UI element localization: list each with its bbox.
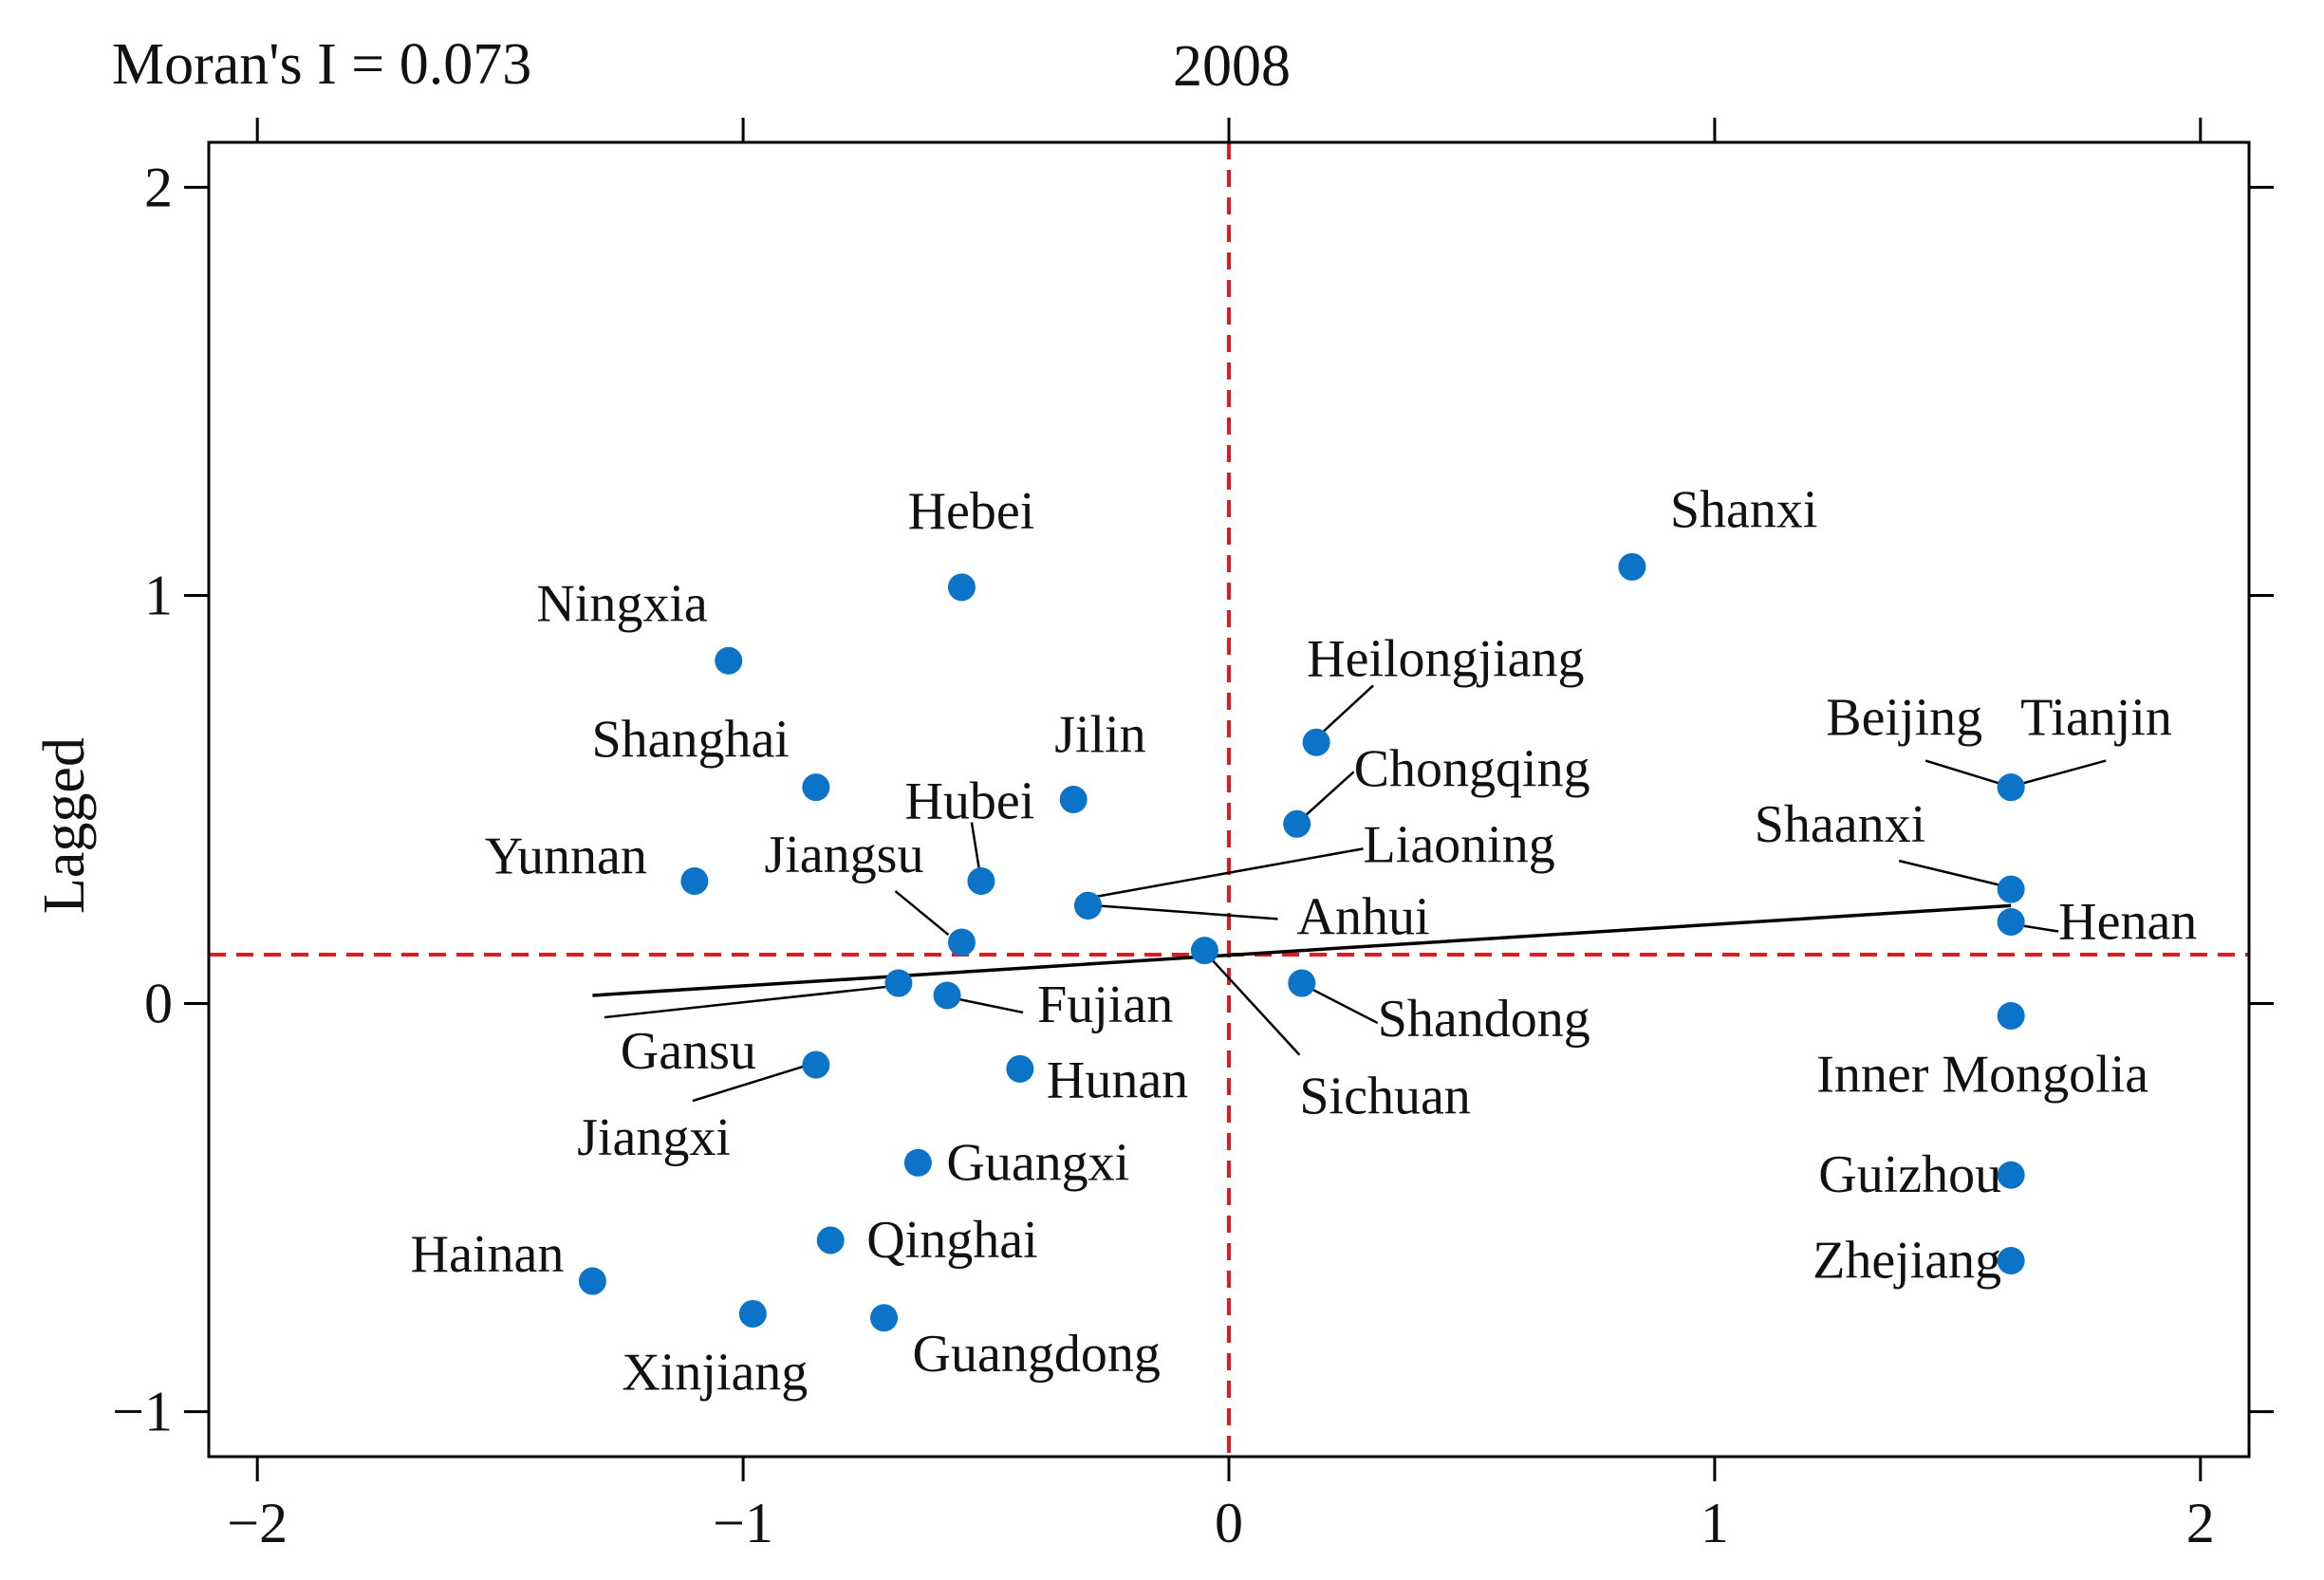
regression-fit (592, 903, 2012, 997)
point-tianjin (1997, 773, 2025, 802)
label-hunan: Hunan (1047, 1050, 1188, 1109)
label-shanxi: Shanxi (1670, 480, 1818, 539)
point-guangxi (903, 1148, 932, 1177)
leader-anhui (1097, 904, 1278, 920)
label-hebei: Hebei (908, 482, 1035, 541)
leader-shaanxi (1898, 859, 2002, 887)
leader-jiangsu (894, 890, 950, 937)
label-hainan: Hainan (411, 1225, 565, 1284)
label-shandong: Shandong (1378, 990, 1590, 1049)
point-qinghai (816, 1226, 845, 1255)
label-tianjin: Tianjin (2020, 689, 2172, 748)
point-jiangsu (947, 928, 976, 957)
label-hubei: Hubei (904, 772, 1034, 831)
fit-line (592, 903, 2012, 997)
label-heilongjiang: Heilongjiang (1307, 629, 1584, 688)
leader-henan (2021, 924, 2059, 933)
label-gansu: Gansu (621, 1022, 756, 1081)
point-xinjiang (738, 1299, 767, 1328)
point-guizhou (1997, 1161, 2025, 1189)
y-tick-label: 0 (144, 973, 173, 1035)
label-guizhou: Guizhou (1818, 1145, 2001, 1204)
leader-liaoning (1088, 847, 1364, 900)
leader-beijing (1924, 759, 2000, 785)
point-yunnan (680, 867, 709, 896)
point-hebei (947, 573, 976, 602)
label-chongqing: Chongqing (1354, 739, 1590, 798)
point-jiangxi (802, 1050, 830, 1079)
axis-ticks: −2 −1 0 1 2 −1 0 1 2 (112, 118, 2274, 1554)
leader-gansu (604, 985, 886, 1019)
point-hainan (578, 1267, 606, 1295)
label-liaoning: Liaoning (1364, 815, 1555, 874)
label-leader-lines (604, 684, 2107, 1103)
leader-heilongjiang (1323, 684, 1374, 733)
point-chongqing (1283, 809, 1311, 838)
label-jilin: Jilin (1054, 706, 1145, 765)
leader-sichuan (1211, 958, 1301, 1056)
point-anhui (1074, 891, 1103, 920)
chart-subtitle: Moran's I = 0.073 (112, 32, 531, 97)
point-shandong (1288, 969, 1316, 997)
leader-hubei (970, 822, 981, 870)
point-hunan (1006, 1054, 1034, 1083)
label-zhejiang: Zhejiang (1813, 1232, 2001, 1291)
label-guangdong: Guangdong (913, 1325, 1161, 1384)
label-qinghai: Qinghai (866, 1211, 1037, 1270)
label-inner-mongolia: Inner Mongolia (1816, 1045, 2148, 1104)
point-inner-mongolia (1997, 1001, 2025, 1030)
label-jiangxi: Jiangxi (577, 1108, 731, 1167)
point-gansu (884, 969, 913, 997)
label-anhui: Anhui (1297, 887, 1430, 946)
leader-tianjin (2021, 759, 2107, 785)
point-hubei (967, 867, 995, 896)
label-shanghai: Shanghai (591, 711, 789, 770)
point-heilongjiang (1302, 728, 1330, 756)
label-yunnan: Yunnan (485, 827, 647, 886)
label-guangxi: Guangxi (946, 1133, 1129, 1192)
point-labels: Hebei Shanxi Ningxia Heilongjiang Shanghai Ji… (411, 480, 2198, 1402)
chart-title: 2008 (1173, 34, 1291, 99)
point-zhejiang (1997, 1247, 2025, 1275)
point-henan (1997, 908, 2025, 937)
x-tick-label: −2 (227, 1492, 288, 1554)
point-shanghai (802, 773, 830, 802)
point-shaanxi (1997, 875, 2025, 903)
point-shanxi (1618, 552, 1646, 581)
y-tick-label: 1 (144, 564, 173, 626)
point-fujian (933, 981, 961, 1010)
x-tick-label: −1 (713, 1492, 773, 1554)
point-jilin (1059, 786, 1088, 813)
label-ningxia: Ningxia (536, 574, 708, 633)
label-xinjiang: Xinjiang (622, 1343, 808, 1402)
y-tick-label: −1 (112, 1381, 173, 1443)
leader-jiangxi (692, 1065, 804, 1103)
label-fujian: Fujian (1037, 976, 1173, 1034)
point-sichuan (1190, 937, 1218, 965)
x-tick-label: 2 (2186, 1492, 2215, 1554)
label-beijing: Beijing (1826, 689, 1982, 748)
label-jiangsu: Jiangsu (764, 826, 923, 884)
leader-chongqing (1303, 771, 1355, 818)
x-tick-label: 1 (1701, 1492, 1729, 1554)
point-guangdong (870, 1304, 899, 1332)
label-sichuan: Sichuan (1299, 1068, 1470, 1126)
point-ningxia (715, 646, 743, 675)
leader-fujian (957, 997, 1024, 1014)
label-henan: Henan (2058, 893, 2197, 952)
data-points (578, 552, 2025, 1332)
y-tick-label: 2 (144, 156, 173, 218)
label-shaanxi: Shaanxi (1755, 795, 1925, 854)
y-axis-title: Lagged (32, 737, 97, 914)
x-tick-label: 0 (1215, 1492, 1243, 1554)
leader-shandong (1311, 987, 1379, 1025)
